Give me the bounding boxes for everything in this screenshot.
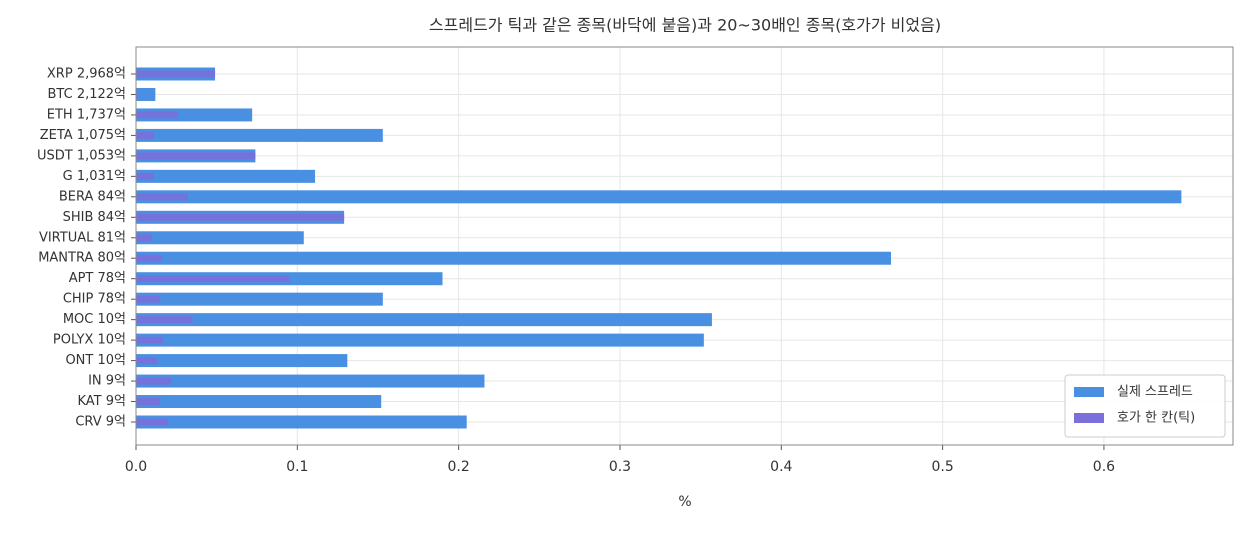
legend-label: 호가 한 칸(틱)	[1117, 411, 1195, 426]
x-tick-label: 0.0	[125, 459, 147, 475]
y-tick-label: ONT 10억	[65, 353, 126, 368]
bar	[136, 295, 161, 303]
bar	[136, 128, 383, 142]
y-tick-label: BTC 2,122억	[48, 87, 126, 102]
bar	[136, 354, 348, 368]
bar	[136, 251, 891, 265]
bar	[136, 172, 154, 180]
bar	[136, 190, 1182, 204]
x-tick-label: 0.3	[609, 459, 631, 475]
bar	[136, 374, 485, 388]
plot-frame	[135, 46, 1234, 446]
bar	[136, 254, 162, 262]
y-tick-label: USDT 1,053억	[37, 148, 126, 163]
bar	[136, 111, 178, 119]
bar	[136, 316, 193, 324]
bar	[136, 377, 172, 385]
bar	[136, 87, 156, 101]
y-tick-label: KAT 9억	[78, 394, 127, 409]
bar	[136, 231, 304, 245]
bar	[136, 398, 161, 406]
legend-box	[1064, 374, 1226, 438]
y-tick-label: SHIB 84억	[63, 210, 126, 225]
bar	[136, 213, 345, 221]
y-tick-label: POLYX 10억	[53, 333, 126, 348]
bar	[136, 395, 382, 409]
x-tick-label: 0.6	[1093, 459, 1115, 475]
y-tick-label: IN 9억	[88, 374, 126, 389]
bar	[136, 193, 188, 201]
x-tick-label: 0.4	[770, 459, 792, 475]
bar	[136, 415, 467, 429]
legend-swatch	[1074, 413, 1104, 423]
bar	[136, 152, 256, 160]
y-tick-label: MANTRA 80억	[38, 251, 126, 266]
y-tick-label: APT 78억	[69, 271, 126, 286]
bar	[136, 313, 712, 327]
x-tick-label: 0.5	[931, 459, 953, 475]
x-tick-label: 0.2	[448, 459, 470, 475]
bar	[136, 333, 704, 347]
y-tick-label: CHIP 78억	[63, 292, 126, 307]
legend-swatch	[1074, 387, 1104, 397]
bar	[136, 131, 154, 139]
bar	[136, 292, 383, 306]
bar	[136, 336, 164, 344]
y-tick-label: G 1,031억	[63, 169, 126, 184]
y-tick-label: ZETA 1,075억	[40, 128, 126, 143]
chart-title: 스프레드가 틱과 같은 종목(바닥에 붙음)과 20~30배인 종목(호가가 비…	[429, 16, 941, 35]
bar	[136, 169, 316, 183]
bar	[136, 357, 157, 365]
y-tick-label: CRV 9억	[75, 415, 126, 430]
bar	[136, 90, 138, 98]
y-tick-label: BERA 84억	[59, 189, 126, 204]
bar	[136, 70, 216, 78]
y-tick-label: MOC 10억	[63, 312, 126, 327]
x-tick-label: 0.1	[286, 459, 308, 475]
y-tick-label: VIRTUAL 81억	[39, 230, 126, 245]
bar	[136, 234, 153, 242]
y-tick-label: XRP 2,968억	[47, 67, 126, 82]
y-tick-label: ETH 1,737억	[47, 107, 126, 122]
x-axis-label: %	[678, 494, 691, 510]
bar	[136, 275, 290, 283]
bar	[136, 418, 169, 426]
legend-label: 실제 스프레드	[1117, 385, 1193, 400]
